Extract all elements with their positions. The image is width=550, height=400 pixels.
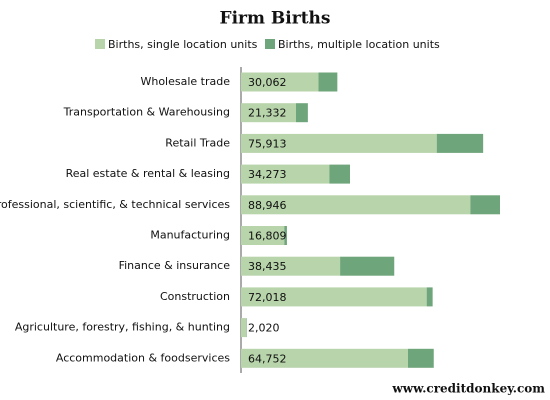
bar xyxy=(296,103,308,123)
data-label: 64,752 xyxy=(248,352,287,365)
data-label: 16,809 xyxy=(248,230,287,243)
y-tick-label: Accommodation & foodservices xyxy=(56,351,230,364)
bar xyxy=(241,287,427,307)
bar xyxy=(340,256,395,276)
data-label: 38,435 xyxy=(248,260,287,273)
y-tick-label: Agriculture, forestry, fishing, & huntin… xyxy=(15,321,230,334)
data-label: 72,018 xyxy=(248,291,287,304)
y-tick-label: Manufacturing xyxy=(150,229,230,242)
bar xyxy=(284,226,287,245)
bar xyxy=(241,256,341,276)
y-tick-label: Wholesale trade xyxy=(140,75,230,88)
legend-label: Births, multiple location units xyxy=(278,38,440,51)
bar xyxy=(241,348,408,368)
bar xyxy=(407,348,434,368)
y-tick-label: Finance & insurance xyxy=(119,259,231,272)
bar xyxy=(241,133,437,153)
y-tick-label: Transportation & Warehousing xyxy=(63,106,230,119)
bar xyxy=(246,318,247,338)
y-tick-label: Professional, scientific, & technical se… xyxy=(0,198,230,211)
bar xyxy=(241,72,319,92)
watermark: www.creditdonkey.com xyxy=(391,382,545,396)
bar xyxy=(436,133,484,153)
chart-title: Firm Births xyxy=(220,9,331,29)
data-label: 30,062 xyxy=(248,76,287,89)
bar xyxy=(241,318,247,338)
data-label: 34,273 xyxy=(248,168,287,181)
y-tick-label: Real estate & rental & leasing xyxy=(66,167,230,180)
bar xyxy=(241,226,285,245)
bar xyxy=(318,72,338,92)
bar xyxy=(426,287,433,307)
legend-swatch xyxy=(95,39,105,49)
y-tick-label: Retail Trade xyxy=(165,136,230,149)
legend-label: Births, single location units xyxy=(108,38,258,51)
data-label: 75,913 xyxy=(248,137,287,150)
bar xyxy=(241,103,297,123)
data-label: 21,332 xyxy=(248,107,287,120)
data-label: 88,946 xyxy=(248,199,287,212)
y-tick-label: Construction xyxy=(160,290,230,303)
legend-swatch xyxy=(265,39,275,49)
bar xyxy=(241,195,471,215)
bar xyxy=(329,164,351,184)
data-label: 2,020 xyxy=(248,322,280,335)
bar xyxy=(241,164,330,184)
bar xyxy=(470,195,500,215)
